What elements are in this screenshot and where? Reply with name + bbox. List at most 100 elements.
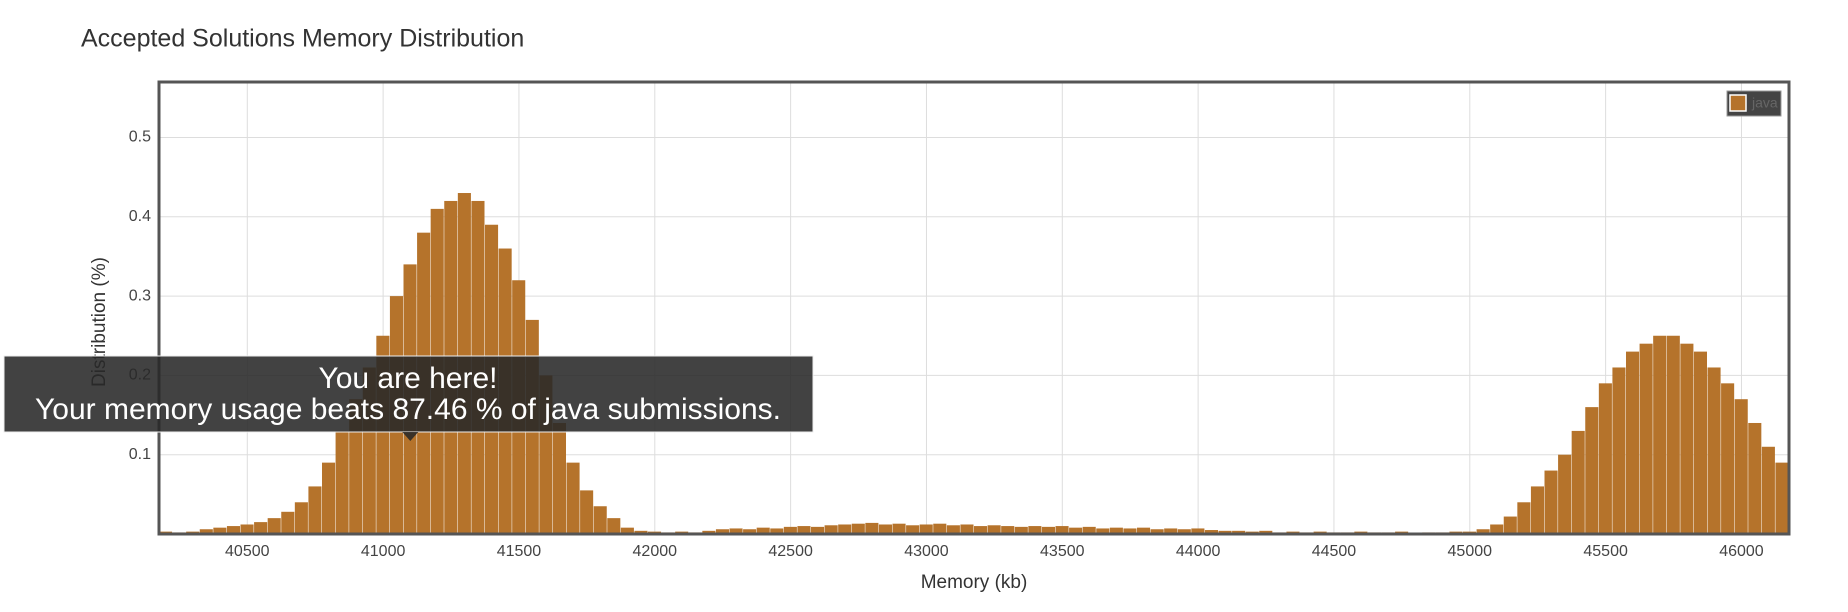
bar — [1218, 530, 1232, 534]
bar — [1544, 470, 1558, 534]
bar — [240, 524, 254, 534]
bar — [1096, 528, 1110, 534]
bar — [620, 527, 634, 534]
bar — [1028, 526, 1042, 534]
bar — [1517, 502, 1531, 534]
bar — [1748, 422, 1762, 534]
tooltip: You are here!Your memory usage beats 87.… — [3, 355, 814, 441]
bar — [1259, 530, 1273, 534]
bar — [1639, 343, 1653, 534]
tooltip-pointer — [402, 432, 419, 441]
bar — [1707, 367, 1721, 534]
tooltip-title: You are here! — [318, 362, 497, 395]
bar — [1666, 335, 1680, 534]
bar — [865, 522, 879, 534]
bar — [1571, 430, 1585, 534]
x-axis-label: Memory (kb) — [921, 572, 1028, 593]
bar — [1150, 529, 1164, 534]
x-tick-label: 44000 — [1176, 543, 1221, 560]
bar — [322, 462, 336, 534]
bar — [213, 527, 227, 534]
x-tick-label: 44500 — [1312, 543, 1357, 560]
bar — [1490, 524, 1504, 534]
bar — [1191, 528, 1205, 534]
bar — [1232, 530, 1246, 534]
bar — [770, 528, 784, 534]
x-tick-label: 42000 — [633, 543, 678, 560]
bar — [552, 422, 566, 534]
bar — [580, 490, 594, 534]
bar — [946, 525, 960, 534]
bar — [974, 526, 988, 534]
bar — [1585, 407, 1599, 534]
x-tick-label: 45500 — [1583, 543, 1628, 560]
bar — [797, 526, 811, 534]
bar — [987, 525, 1001, 534]
x-tick-label: 45000 — [1448, 543, 1493, 560]
bar — [1109, 527, 1123, 534]
bar — [335, 430, 349, 534]
y-axis-label: Distribution (%) — [89, 257, 110, 387]
bar — [593, 506, 607, 534]
legend: java — [1726, 90, 1782, 117]
bar — [1041, 526, 1055, 534]
bar — [281, 511, 295, 534]
bar — [226, 526, 240, 534]
bar — [308, 486, 322, 534]
x-tick-label: 41000 — [361, 543, 406, 560]
bar — [702, 530, 716, 534]
x-tick-label: 46000 — [1719, 543, 1764, 560]
chart-title: Accepted Solutions Memory Distribution — [81, 25, 524, 53]
bar — [756, 527, 770, 534]
bar — [906, 525, 920, 534]
bar — [1001, 526, 1015, 534]
bar — [838, 524, 852, 534]
bar — [1082, 526, 1096, 534]
bar — [566, 462, 580, 534]
bar — [1204, 530, 1218, 534]
bar — [1598, 383, 1612, 534]
bar — [1721, 383, 1735, 534]
bar — [634, 530, 648, 534]
bar — [1069, 527, 1083, 534]
bar — [254, 522, 268, 534]
bar — [1014, 526, 1028, 534]
bar — [1653, 335, 1667, 534]
x-tick-label: 41500 — [497, 543, 542, 560]
bar — [1177, 529, 1191, 534]
bar — [1775, 462, 1789, 534]
bar — [1612, 367, 1626, 534]
bar — [1137, 527, 1151, 534]
bar — [1734, 399, 1748, 534]
plot-border — [157, 80, 1791, 536]
bar — [743, 529, 757, 534]
legend-swatch — [1729, 94, 1747, 112]
bar — [199, 529, 213, 534]
x-tick-label: 43500 — [1040, 543, 1085, 560]
bar — [1680, 343, 1694, 534]
x-tick-label: 40500 — [225, 543, 270, 560]
bar — [878, 524, 892, 534]
bar — [1693, 351, 1707, 534]
legend-label: java — [1751, 95, 1778, 111]
y-tick-label: 0.3 — [129, 287, 151, 304]
bar — [607, 518, 621, 534]
bar — [1626, 351, 1640, 534]
bar — [729, 528, 743, 534]
y-tick-label: 0.4 — [129, 208, 151, 225]
bar — [267, 518, 281, 534]
x-tick-label: 43000 — [904, 543, 949, 560]
bar — [349, 399, 363, 534]
bar — [1503, 516, 1517, 534]
bar — [294, 502, 308, 534]
bar — [960, 524, 974, 534]
bar — [1530, 486, 1544, 534]
tooltip-box — [3, 355, 814, 433]
bar — [933, 523, 947, 534]
bar — [1761, 446, 1775, 534]
bar — [892, 523, 906, 534]
bar — [919, 524, 933, 534]
tooltip-text: Your memory usage beats 87.46 % of java … — [35, 393, 781, 426]
bar — [1055, 526, 1069, 534]
